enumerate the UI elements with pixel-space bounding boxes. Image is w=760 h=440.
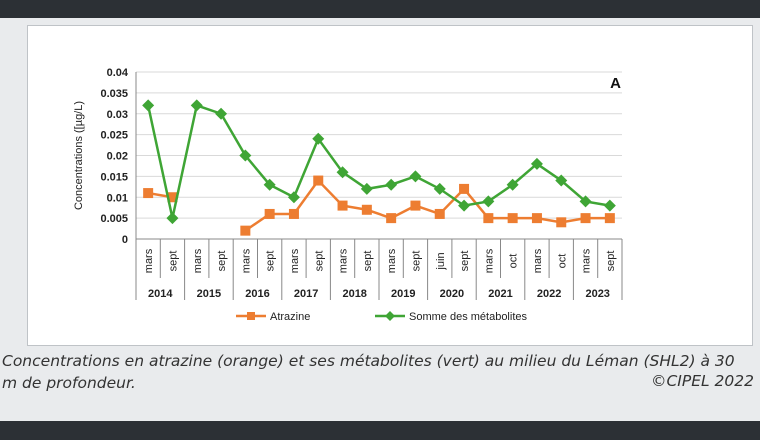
- x-tick-label: sept: [459, 251, 471, 272]
- data-point-metabolites: [506, 178, 519, 191]
- series-line: [146, 103, 611, 219]
- year-label: 2023: [585, 288, 609, 300]
- year-label: 2014: [148, 288, 173, 300]
- legend-marker: [247, 312, 255, 320]
- x-tick-label: sept: [410, 251, 422, 272]
- year-label: 2022: [537, 288, 561, 300]
- data-point-atrazine: [167, 192, 178, 203]
- year-label: 2019: [391, 288, 415, 300]
- data-point-atrazine: [337, 200, 348, 211]
- x-tick-label: sept: [605, 251, 617, 272]
- data-point-atrazine: [410, 200, 421, 211]
- data-point-metabolites: [239, 149, 252, 162]
- data-point-metabolites: [312, 132, 325, 145]
- x-tick-label: mars: [192, 248, 204, 273]
- data-point-metabolites: [287, 191, 300, 204]
- data-point-metabolites: [142, 99, 155, 112]
- y-axis-label: Concentrations ([µg/L): [73, 101, 85, 210]
- data-point-atrazine: [434, 208, 445, 219]
- data-point-metabolites: [336, 166, 349, 179]
- x-tick-label: oct: [508, 254, 520, 269]
- bottom-bar: [0, 421, 760, 440]
- year-label: 2017: [294, 288, 318, 300]
- x-tick-label: sept: [362, 251, 374, 272]
- x-tick-label: mars: [240, 248, 252, 273]
- data-point-metabolites: [385, 178, 398, 191]
- data-point-metabolites: [603, 199, 616, 212]
- legend-marker: [385, 311, 395, 321]
- y-tick-label: 0.04: [107, 67, 129, 79]
- x-tick-label: mars: [581, 248, 593, 273]
- x-tick-label: juin: [435, 252, 447, 270]
- data-point-metabolites: [530, 157, 543, 170]
- data-point-atrazine: [507, 213, 518, 224]
- data-point-atrazine: [459, 183, 470, 194]
- data-point-atrazine: [264, 208, 275, 219]
- x-tick-label: mars: [532, 248, 544, 273]
- data-point-metabolites: [458, 199, 471, 212]
- legend-label: Atrazine: [270, 311, 310, 323]
- year-label: 2016: [245, 288, 269, 300]
- x-tick-label: sept: [313, 251, 325, 272]
- y-tick-label: 0.03: [107, 109, 128, 121]
- data-point-atrazine: [361, 204, 372, 215]
- data-point-atrazine: [240, 225, 251, 236]
- legend-label: Somme des métabolites: [409, 311, 527, 323]
- x-tick-label: oct: [556, 254, 568, 269]
- figure-caption: Concentrations en atrazine (orange) et s…: [2, 352, 735, 392]
- data-point-atrazine: [483, 213, 494, 224]
- y-tick-label: 0.025: [100, 130, 128, 142]
- year-label: 2015: [197, 288, 221, 300]
- series-line: [244, 178, 610, 232]
- year-label: 2020: [440, 288, 464, 300]
- data-point-metabolites: [482, 195, 495, 208]
- y-tick-label: 0.02: [107, 151, 128, 163]
- data-point-atrazine: [288, 208, 299, 219]
- data-point-atrazine: [604, 213, 615, 224]
- figure-credit: ©CIPEL 2022: [650, 372, 754, 390]
- data-point-metabolites: [360, 182, 373, 195]
- data-point-metabolites: [215, 107, 228, 120]
- data-point-atrazine: [313, 175, 324, 186]
- y-tick-label: 0.01: [107, 192, 128, 204]
- year-label: 2018: [342, 288, 366, 300]
- y-tick-label: 0.005: [100, 213, 128, 225]
- y-tick-label: 0.015: [100, 171, 128, 183]
- year-label: 2021: [488, 288, 512, 300]
- data-point-atrazine: [556, 217, 567, 228]
- x-tick-label: mars: [338, 248, 350, 273]
- x-tick-label: sept: [216, 251, 228, 272]
- data-point-metabolites: [579, 195, 592, 208]
- x-tick-label: mars: [483, 248, 495, 273]
- x-tick-label: mars: [386, 248, 398, 273]
- data-point-atrazine: [143, 188, 154, 199]
- top-bar: [0, 0, 760, 18]
- data-point-atrazine: [580, 213, 591, 224]
- data-point-metabolites: [190, 99, 203, 112]
- data-point-metabolites: [555, 174, 568, 187]
- x-tick-label: sept: [167, 251, 179, 272]
- data-point-metabolites: [166, 212, 179, 225]
- data-point-metabolites: [263, 178, 276, 191]
- data-point-metabolites: [409, 170, 422, 183]
- y-tick-label: 0: [122, 234, 128, 246]
- data-point-atrazine: [386, 213, 397, 224]
- x-tick-label: sept: [265, 251, 277, 272]
- y-tick-label: 0.035: [100, 88, 128, 100]
- data-point-atrazine: [531, 213, 542, 224]
- x-tick-label: mars: [289, 248, 301, 273]
- panel-label: A: [610, 75, 621, 92]
- x-tick-label: mars: [143, 248, 155, 273]
- data-point-metabolites: [433, 182, 446, 195]
